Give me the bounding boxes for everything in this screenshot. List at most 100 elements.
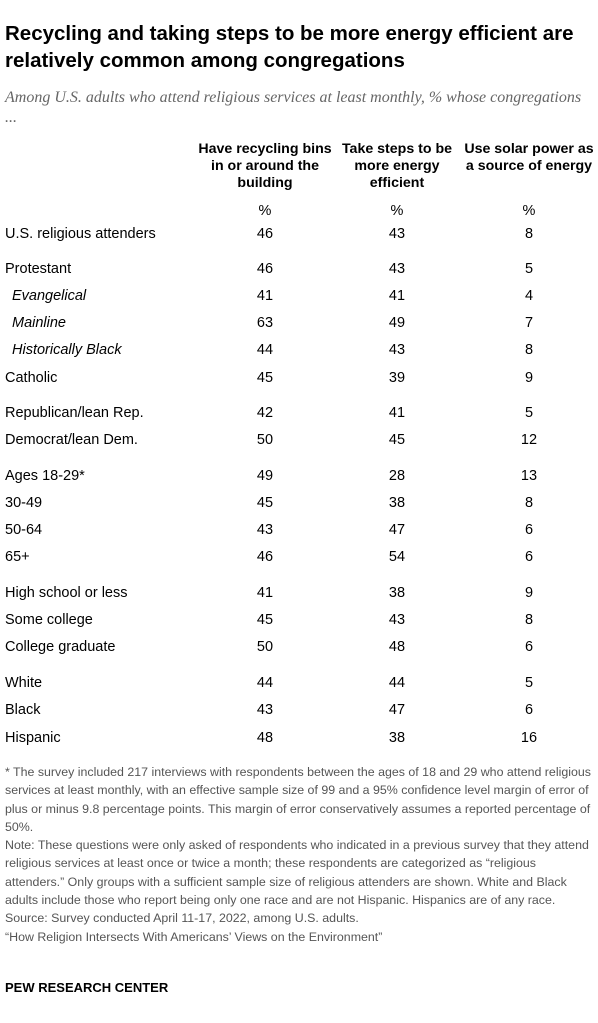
value-cell: 46 <box>256 261 274 277</box>
column-header-energy-efficient: Take steps to be more energy efficient <box>341 141 453 191</box>
row-label: Historically Black <box>12 342 122 358</box>
value-cell: 8 <box>524 495 534 511</box>
value-cell: 6 <box>524 522 534 538</box>
table-row: Historically Black 44 43 8 <box>0 340 598 360</box>
percent-unit-solar: % <box>522 203 536 219</box>
value-cell: 46 <box>256 226 274 242</box>
row-label: Some college <box>5 612 93 628</box>
table-row: Evangelical 41 41 4 <box>0 286 598 306</box>
value-cell: 43 <box>256 702 274 718</box>
value-cell: 12 <box>520 432 538 448</box>
column-header-recycling: Have recycling bins in or around the bui… <box>198 141 332 191</box>
row-label: Mainline <box>12 315 66 331</box>
row-label: Hispanic <box>5 730 61 746</box>
value-cell: 6 <box>524 639 534 655</box>
table-row: Some college 45 43 8 <box>0 610 598 630</box>
value-cell: 47 <box>388 702 406 718</box>
table-row: 30-49 45 38 8 <box>0 493 598 513</box>
value-cell: 42 <box>256 405 274 421</box>
value-cell: 50 <box>256 639 274 655</box>
notes-block: * The survey included 217 interviews wit… <box>5 763 593 946</box>
value-cell: 54 <box>388 549 406 565</box>
table-row: Republican/lean Rep. 42 41 5 <box>0 403 598 423</box>
value-cell: 49 <box>256 468 274 484</box>
report-title-note: “How Religion Intersects With Americans’… <box>5 929 383 944</box>
row-label: 65+ <box>5 549 30 565</box>
table-row: Democrat/lean Dem. 50 45 12 <box>0 430 598 450</box>
table-row: U.S. religious attenders 46 43 8 <box>0 224 598 244</box>
value-cell: 44 <box>256 342 274 358</box>
methodology-note: Note: These questions were only asked of… <box>5 838 589 908</box>
value-cell: 43 <box>388 226 406 242</box>
value-cell: 41 <box>256 288 274 304</box>
table-row: Black 43 47 6 <box>0 700 598 720</box>
value-cell: 49 <box>388 315 406 331</box>
value-cell: 48 <box>256 730 274 746</box>
row-label: College graduate <box>5 639 116 655</box>
value-cell: 45 <box>388 432 406 448</box>
table-row: Mainline 63 49 7 <box>0 313 598 333</box>
value-cell: 5 <box>524 675 534 691</box>
value-cell: 38 <box>388 730 406 746</box>
value-cell: 48 <box>388 639 406 655</box>
row-label: Evangelical <box>12 288 87 304</box>
row-label: Black <box>5 702 41 718</box>
row-label: Republican/lean Rep. <box>5 405 144 421</box>
chart-subtitle: Among U.S. adults who attend religious s… <box>5 89 582 126</box>
value-cell: 46 <box>256 549 274 565</box>
value-cell: 13 <box>520 468 538 484</box>
value-cell: 45 <box>256 370 274 386</box>
value-cell: 16 <box>520 730 538 746</box>
value-cell: 28 <box>388 468 406 484</box>
value-cell: 45 <box>256 495 274 511</box>
table-row: 50-64 43 47 6 <box>0 520 598 540</box>
row-label: White <box>5 675 43 691</box>
value-cell: 7 <box>524 315 534 331</box>
value-cell: 6 <box>524 549 534 565</box>
value-cell: 43 <box>388 261 406 277</box>
row-label: High school or less <box>5 585 128 601</box>
source-note: Source: Survey conducted April 11-17, 20… <box>5 911 359 926</box>
value-cell: 38 <box>388 585 406 601</box>
value-cell: 9 <box>524 370 534 386</box>
value-cell: 43 <box>388 342 406 358</box>
column-header-solar: Use solar power as a source of energy <box>464 141 594 174</box>
value-cell: 41 <box>256 585 274 601</box>
value-cell: 44 <box>256 675 274 691</box>
value-cell: 44 <box>388 675 406 691</box>
table-row: 65+ 46 54 6 <box>0 547 598 567</box>
value-cell: 4 <box>524 288 534 304</box>
value-cell: 47 <box>388 522 406 538</box>
row-label: Protestant <box>5 261 72 277</box>
row-label: Ages 18-29* <box>5 468 85 484</box>
row-label: 30-49 <box>5 495 43 511</box>
value-cell: 8 <box>524 342 534 358</box>
row-label: 50-64 <box>5 522 43 538</box>
value-cell: 39 <box>388 370 406 386</box>
value-cell: 8 <box>524 612 534 628</box>
value-cell: 41 <box>388 405 406 421</box>
row-label: U.S. religious attenders <box>5 226 156 242</box>
value-cell: 9 <box>524 585 534 601</box>
percent-unit-recycling: % <box>258 203 272 219</box>
value-cell: 63 <box>256 315 274 331</box>
table-row: Hispanic 48 38 16 <box>0 728 598 748</box>
chart-title: Recycling and taking steps to be more en… <box>5 22 574 72</box>
percent-unit-energy-efficient: % <box>390 203 404 219</box>
value-cell: 38 <box>388 495 406 511</box>
value-cell: 5 <box>524 261 534 277</box>
value-cell: 43 <box>256 522 274 538</box>
value-cell: 8 <box>524 226 534 242</box>
table-row: Catholic 45 39 9 <box>0 368 598 388</box>
value-cell: 41 <box>388 288 406 304</box>
table-row: Protestant 46 43 5 <box>0 259 598 279</box>
table-row: White 44 44 5 <box>0 673 598 693</box>
row-label: Democrat/lean Dem. <box>5 432 138 448</box>
value-cell: 5 <box>524 405 534 421</box>
footnote-age: * The survey included 217 interviews wit… <box>5 765 591 834</box>
value-cell: 50 <box>256 432 274 448</box>
table-row: College graduate 50 48 6 <box>0 637 598 657</box>
pew-research-center-logo: PEW RESEARCH CENTER <box>5 980 169 995</box>
table-row: Ages 18-29* 49 28 13 <box>0 466 598 486</box>
value-cell: 45 <box>256 612 274 628</box>
